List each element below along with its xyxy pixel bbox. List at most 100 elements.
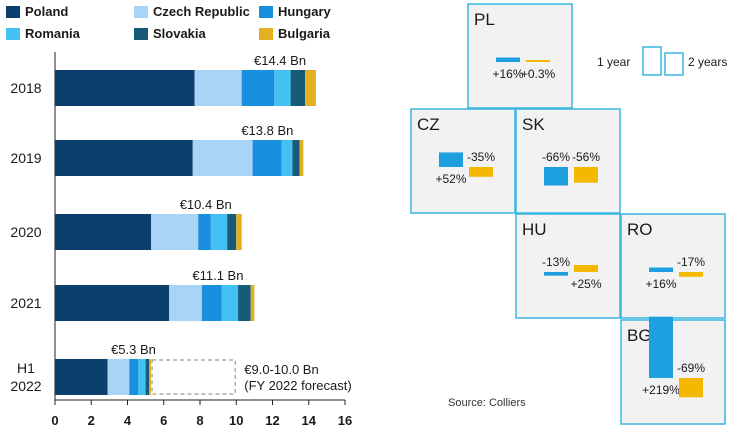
bar-segment-czech (192, 140, 253, 176)
stacked-bar-plot: 0 2 4 6 8 10 12 14 16 2018 €14.4 Bn 2019 €13.8 Bn 202… (10, 52, 352, 428)
legend-swatch-bulgaria (259, 27, 273, 40)
change-label-one-year: +219% (642, 383, 680, 397)
legend-item-czech-republic: Czech Republic (134, 4, 250, 19)
x-tick-label: 0 (51, 413, 58, 428)
legend-label-czech-republic: Czech Republic (153, 4, 250, 19)
legend-label-poland: Poland (25, 4, 69, 19)
forecast-range-box (151, 359, 236, 395)
total-label: €11.1 Bn (192, 268, 243, 283)
change-bar-one-year (496, 57, 520, 62)
bar-segment-bulgaria (250, 285, 255, 321)
bar-segment-hungary (201, 285, 222, 321)
tile-bg: BG +219% -69% (620, 316, 726, 425)
bar-segment-slovakia (145, 359, 150, 395)
country-code: PL (474, 10, 495, 29)
total-label: €14.4 Bn (254, 53, 306, 68)
bar-segment-poland (55, 285, 170, 321)
category-label: 2018 (10, 80, 41, 96)
tile-background (515, 213, 621, 319)
bar-segment-poland (55, 140, 193, 176)
change-bar-one-year (544, 167, 568, 186)
change-bar-one-year (439, 152, 463, 167)
x-tick-label: 4 (124, 413, 132, 428)
country-change-map: 1 year 2 years PL +16% +0.3% CZ +52% -35% SK -66%… (400, 0, 740, 440)
change-label-two-year: -17% (677, 255, 705, 269)
country-code: CZ (417, 115, 440, 134)
tile-background (515, 108, 621, 214)
bar-segment-bulgaria (236, 214, 242, 250)
change-bar-two-year (574, 265, 598, 272)
legend-item-romania: Romania (6, 26, 80, 41)
change-label-two-year: -56% (572, 150, 600, 164)
total-label: €13.8 Bn (241, 123, 293, 138)
tile-ro: RO +16%-17% (620, 213, 726, 319)
change-label-two-year: -35% (467, 150, 495, 164)
tile-hu: HU -13%+25% (515, 213, 621, 319)
change-bar-one-year (649, 316, 673, 378)
bar-segment-czech (169, 285, 202, 321)
category-label: 2022 (10, 378, 41, 394)
bar-segment-hungary (129, 359, 139, 395)
bar-segment-romania (138, 359, 146, 395)
bar-segment-bulgaria (299, 140, 304, 176)
change-bar-two-year (469, 167, 493, 177)
legend-swatch-romania (6, 27, 20, 40)
chart-legend: Poland Czech Republic Hungary Romania Sl… (6, 4, 366, 44)
bar-segment-bulgaria (149, 359, 152, 395)
tile-background (620, 213, 726, 319)
bar-segment-romania (274, 70, 291, 106)
bar-segment-slovakia (227, 214, 237, 250)
legend-swatch-poland (6, 5, 20, 18)
change-bar-one-year (649, 267, 673, 272)
change-label-one-year: +52% (435, 172, 466, 186)
tile-background (467, 3, 573, 109)
category-label: 2019 (10, 150, 41, 166)
x-tick-label: 2 (88, 413, 95, 428)
forecast-label: €9.0-10.0 Bn (244, 362, 318, 377)
bar-segment-hungary (198, 214, 211, 250)
change-bar-two-year (526, 60, 550, 62)
total-label: €10.4 Bn (180, 197, 232, 212)
tile-sk: SK -66% -56% (515, 108, 621, 214)
change-label-two-year: -69% (677, 361, 705, 375)
bar-segment-romania (281, 140, 293, 176)
bar-segment-poland (55, 214, 152, 250)
change-bar-two-year (574, 167, 598, 183)
change-label-two-year: +25% (570, 277, 601, 291)
bar-segment-slovakia (238, 285, 251, 321)
tile-map-plot: 1 year 2 yearsPL+16%+0.3%CZ+52%-35%SK-66%… (410, 3, 727, 425)
country-code: SK (522, 115, 545, 134)
key-one-year-box (642, 46, 662, 76)
change-label-one-year: +16% (645, 277, 676, 291)
change-label-one-year: -66% (542, 150, 570, 164)
country-code: HU (522, 220, 547, 239)
tile-cz: CZ +52%-35% (410, 108, 516, 214)
key-two-years-box (664, 52, 684, 76)
bar-segment-poland (55, 70, 195, 106)
bar-segment-poland (55, 359, 108, 395)
legend-label-hungary: Hungary (278, 4, 331, 19)
bar-segment-slovakia (290, 70, 306, 106)
legend-swatch-slovakia (134, 27, 148, 40)
change-bar-one-year (544, 272, 568, 276)
change-label-one-year: +16% (492, 67, 523, 81)
bar-segment-romania (221, 285, 239, 321)
source-note: Source: Colliers (448, 397, 526, 409)
bar-segment-romania (210, 214, 228, 250)
bar-segment-czech (151, 214, 199, 250)
legend-item-hungary: Hungary (259, 4, 331, 19)
bar-segment-hungary (241, 70, 275, 106)
x-tick-label: 10 (229, 413, 243, 428)
bar-segment-czech (107, 359, 130, 395)
change-bar-two-year (679, 272, 703, 277)
key-one-year-label: 1 year (597, 55, 630, 69)
bar-segment-czech (194, 70, 242, 106)
legend-item-bulgaria: Bulgaria (259, 26, 330, 41)
bar-segment-bulgaria (305, 70, 316, 106)
category-label: 2021 (10, 295, 41, 311)
total-label: €5.3 Bn (111, 342, 156, 357)
legend-label-slovakia: Slovakia (153, 26, 206, 41)
country-code: RO (627, 220, 653, 239)
country-code: BG (627, 326, 652, 345)
legend-item-poland: Poland (6, 4, 68, 19)
